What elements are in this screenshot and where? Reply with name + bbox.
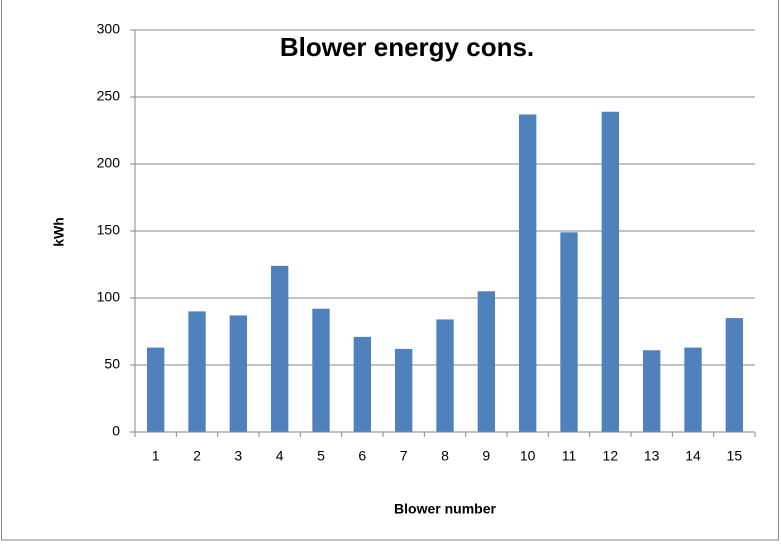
- x-tick-label: 1: [152, 448, 160, 464]
- x-tick-label: 5: [317, 448, 325, 464]
- bar: [270, 265, 289, 432]
- y-axis-label: kWh: [51, 217, 67, 247]
- bar: [684, 347, 702, 432]
- bar: [642, 350, 661, 432]
- bar: [560, 232, 578, 432]
- bar: [353, 336, 372, 432]
- x-tick-label: 15: [727, 448, 743, 464]
- y-tick-label: 50: [104, 356, 120, 372]
- x-tick-label: 4: [276, 448, 284, 464]
- y-tick-label: 250: [97, 88, 121, 104]
- x-tick-label: 11: [562, 448, 577, 464]
- bar: [394, 348, 413, 432]
- x-tick-label: 6: [358, 448, 366, 464]
- bar: [477, 291, 496, 432]
- x-axis-label: Blower number: [394, 501, 496, 517]
- x-tick-label: 7: [400, 448, 408, 464]
- x-tick-label: 12: [603, 448, 619, 464]
- bar: [146, 347, 165, 432]
- y-tick-label: 100: [97, 289, 121, 305]
- x-tick-label: 2: [193, 448, 201, 464]
- x-tick-label: 14: [685, 448, 701, 464]
- x-tick-label: 9: [482, 448, 490, 464]
- y-tick-label: 0: [112, 423, 120, 439]
- y-tick-label: 150: [97, 222, 121, 238]
- bar: [436, 319, 454, 432]
- bar: [188, 311, 206, 432]
- chart-title: Blower energy cons.: [280, 32, 534, 62]
- bar: [725, 318, 744, 432]
- bar: [601, 111, 620, 433]
- bar: [229, 315, 248, 432]
- x-tick-label: 10: [520, 448, 536, 464]
- y-tick-label: 200: [97, 155, 121, 171]
- x-tick-label: 8: [441, 448, 449, 464]
- bar: [518, 114, 537, 433]
- y-tick-label: 300: [97, 21, 121, 37]
- x-tick-label: 3: [234, 448, 242, 464]
- bar: [312, 308, 330, 432]
- x-tick-label: 13: [644, 448, 660, 464]
